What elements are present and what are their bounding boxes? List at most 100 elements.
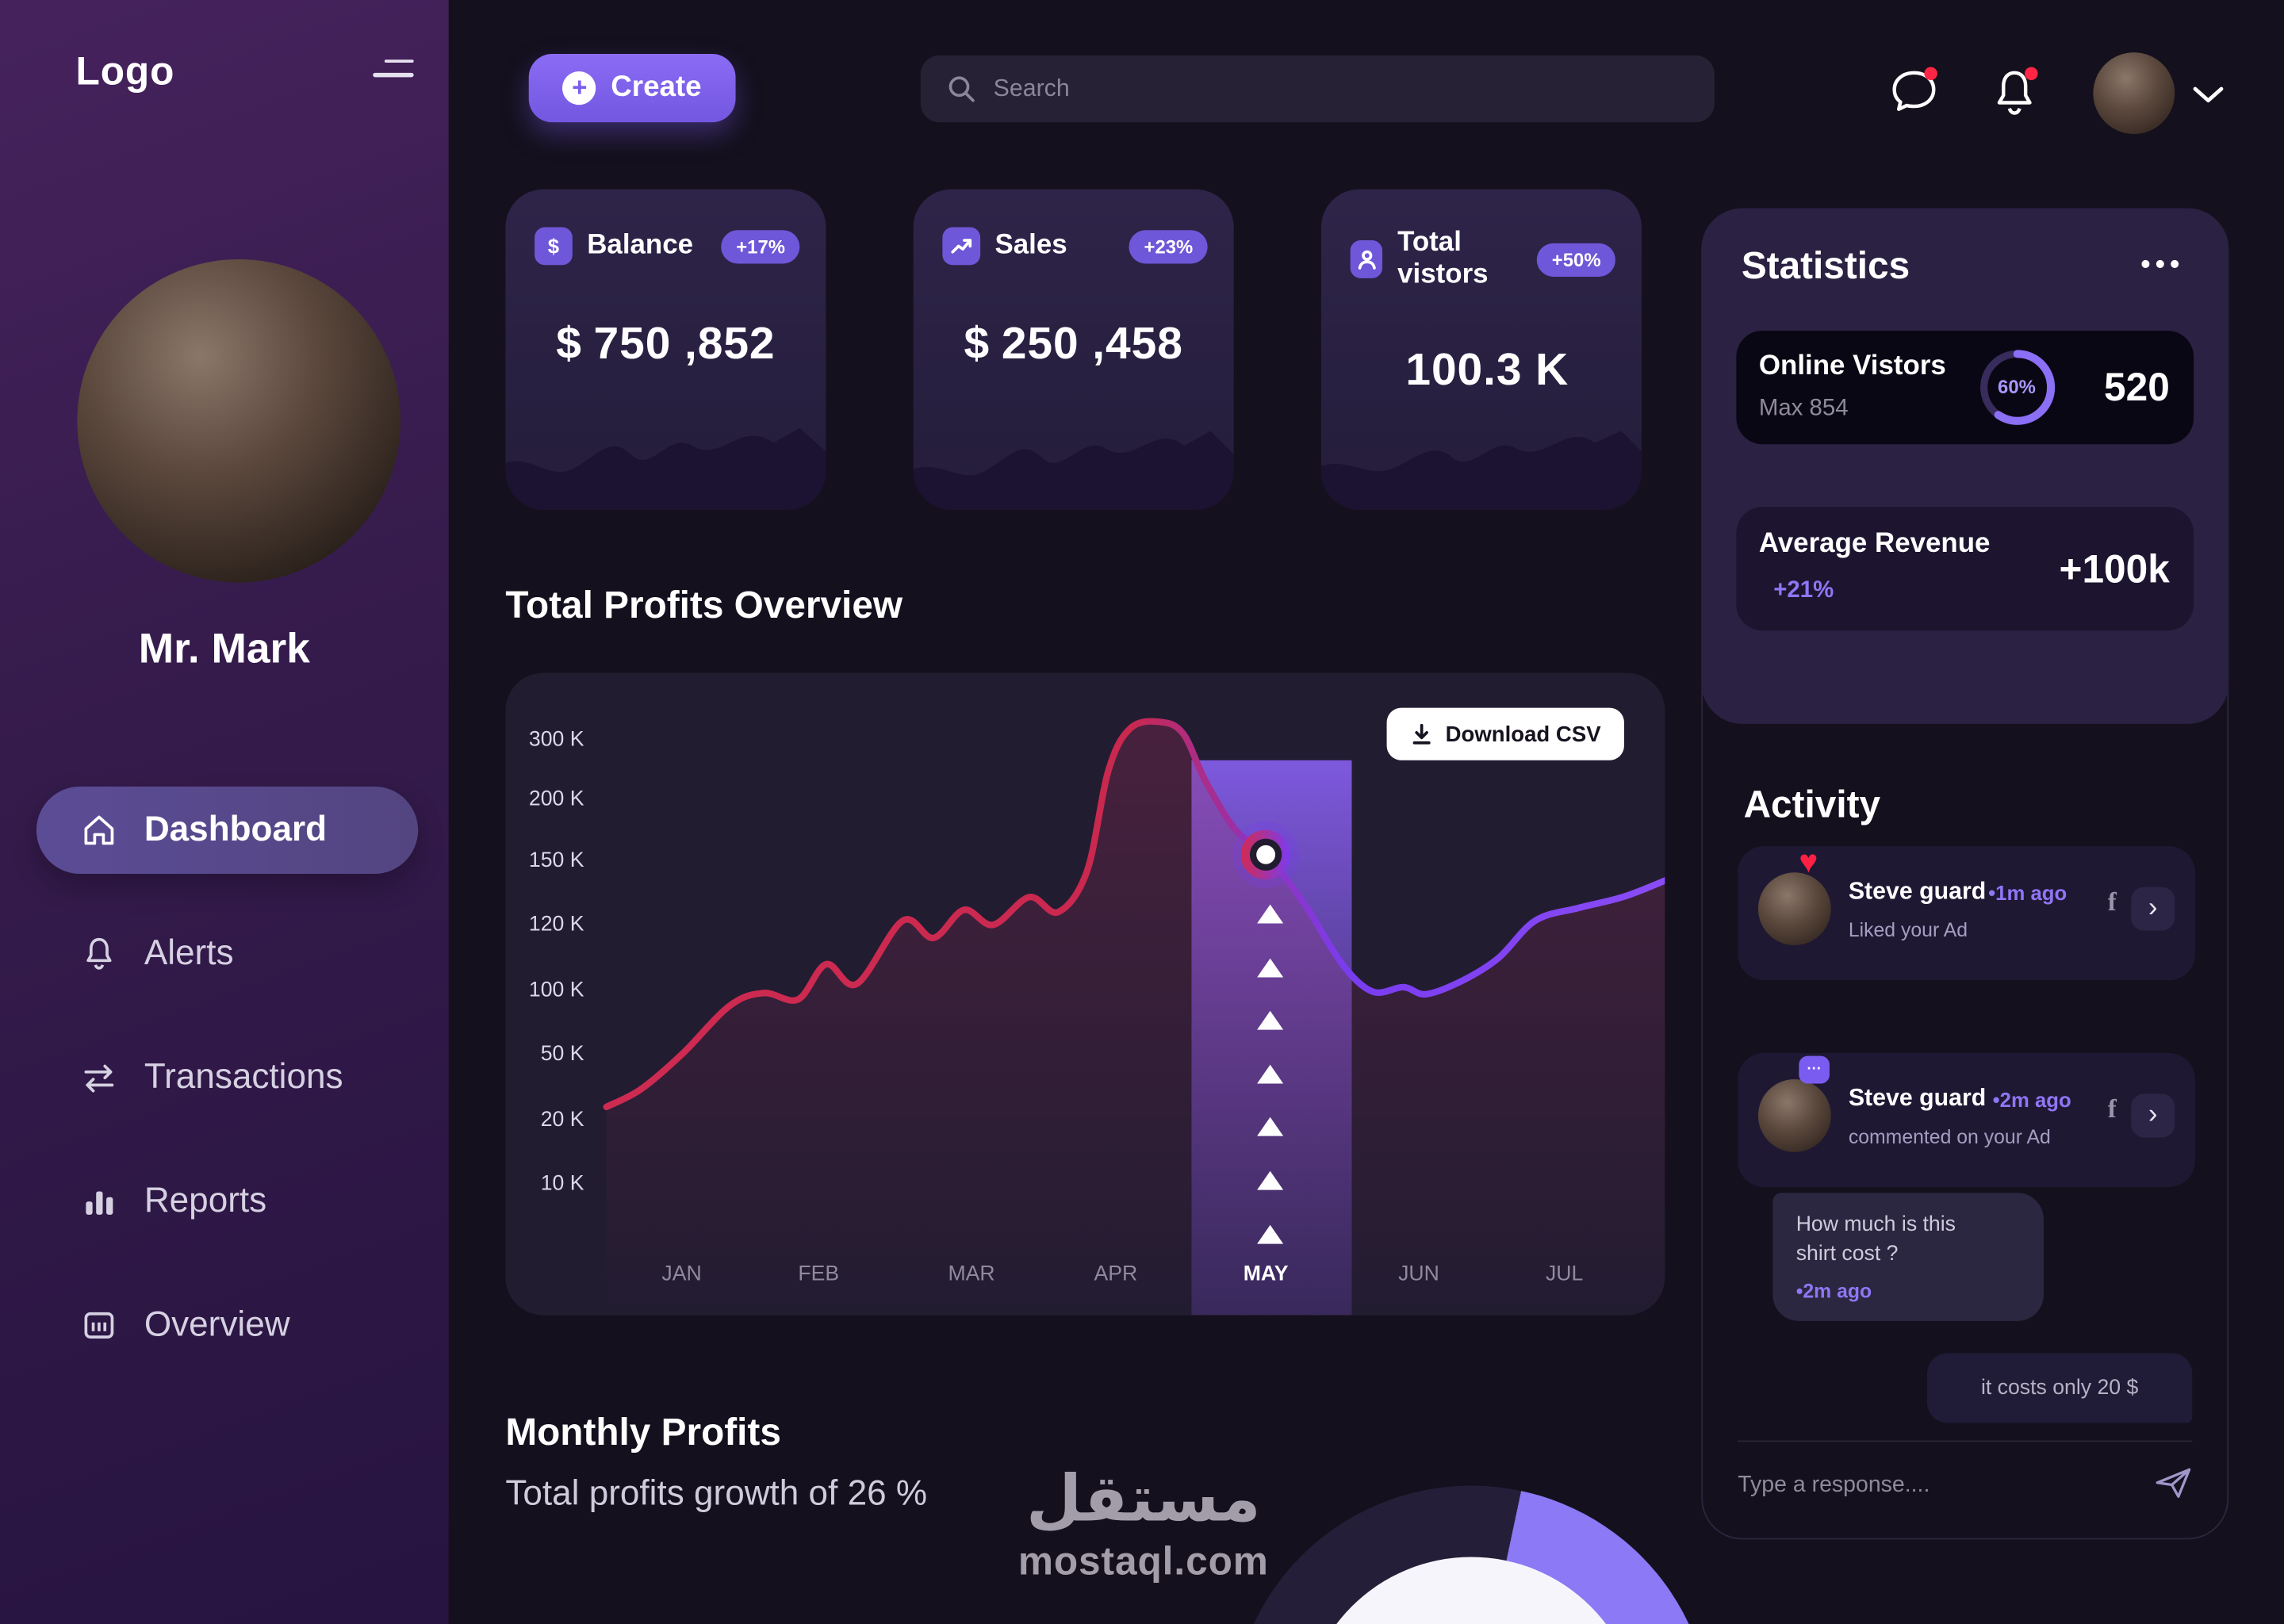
chevron-down-icon — [2193, 86, 2224, 103]
stat-title: Sales — [994, 230, 1067, 261]
currency-symbol: $ — [556, 317, 582, 369]
value-text: 250 ,458 — [1001, 317, 1183, 369]
sparkline — [1320, 431, 1642, 510]
online-visitors-value: 520 — [2104, 365, 2170, 409]
watermark-arabic: مستقل — [1026, 1462, 1261, 1537]
chevron-right-button[interactable]: › — [2131, 887, 2175, 931]
stat-badge: +50% — [1537, 242, 1615, 277]
value-text: 750 ,852 — [593, 317, 776, 369]
sidebar-item-label: Transactions — [144, 1057, 343, 1097]
facebook-icon[interactable]: f — [2107, 1094, 2117, 1124]
x-tick-label: MAR — [948, 1262, 995, 1286]
x-tick-label: FEB — [798, 1262, 840, 1286]
facebook-icon[interactable]: f — [2107, 887, 2117, 917]
download-csv-label: Download CSV — [1445, 722, 1601, 747]
menu-hamburger-icon[interactable] — [370, 59, 414, 85]
bar-chart-icon — [86, 1191, 113, 1215]
chat-response-input[interactable] — [1738, 1472, 2140, 1499]
sidebar-item-reports[interactable]: Reports — [36, 1158, 418, 1245]
y-tick-label: 20 K — [540, 1108, 584, 1132]
chat-bubble-icon — [1892, 71, 1936, 111]
sidebar-nav: Dashboard Alerts Transactions Reports Ov… — [36, 786, 419, 1369]
sidebar-item-alerts[interactable]: Alerts — [36, 910, 418, 998]
x-tick-label: APR — [1094, 1262, 1138, 1286]
question-line-2: shirt cost ? — [1795, 1241, 1899, 1266]
send-button[interactable] — [2155, 1465, 2193, 1505]
user-avatar[interactable] — [2093, 52, 2175, 134]
activity-title: Activity — [1743, 782, 1881, 826]
watermark-url: mostaql.com — [1017, 1539, 1269, 1584]
activity-action: commented on your Ad — [1848, 1125, 2051, 1148]
right-panel: Statistics ••• Online Vistors Max 854 60… — [1700, 207, 2229, 1540]
stat-card-balance: $ Balance +17% $750 ,852 — [505, 189, 826, 510]
sparkline — [505, 428, 826, 510]
stat-card-sales: Sales +23% $250 ,458 — [913, 189, 1234, 510]
sparkline — [913, 431, 1234, 510]
average-revenue-label: Average Revenue — [1758, 527, 1991, 559]
comment-icon: ··· — [1799, 1055, 1830, 1084]
activity-time: •2m ago — [1992, 1088, 2071, 1112]
stat-badge: +23% — [1129, 229, 1208, 263]
search-bar — [920, 55, 1715, 123]
y-tick-label: 10 K — [540, 1172, 584, 1196]
activity-user-name: Steve guard — [1848, 878, 1987, 905]
x-tick-label-highlighted: MAY — [1243, 1262, 1289, 1286]
watermark: مستقل mostaql.com — [888, 1462, 1398, 1584]
currency-symbol: $ — [964, 317, 991, 369]
send-icon — [2156, 1468, 2191, 1498]
monthly-profits-subtitle: Total profits growth of 26 % — [505, 1473, 928, 1514]
y-tick-label: 150 K — [528, 848, 584, 873]
chat-reply-bubble: it costs only 20 $ — [1927, 1353, 2193, 1423]
activity-avatar — [1757, 1079, 1831, 1152]
user-name: Mr. Mark — [138, 626, 310, 673]
download-icon — [1413, 723, 1431, 745]
activity-avatar — [1757, 872, 1831, 946]
average-revenue-change: +21% — [1773, 577, 1834, 603]
profile-photo — [77, 259, 401, 583]
chat-response-row — [1738, 1440, 2193, 1522]
y-tick-label: 300 K — [528, 728, 584, 752]
alerts-button[interactable] — [1990, 67, 2039, 124]
chart-marker — [1232, 821, 1300, 889]
heart-icon: ♥ — [1799, 843, 1818, 880]
value-text: 100.3 K — [1405, 343, 1569, 395]
statistics-menu-icon[interactable]: ••• — [2140, 249, 2185, 282]
stat-card-total-visitors: Total vistors +50% 100.3 K — [1320, 189, 1642, 510]
x-tick-label: JUL — [1545, 1262, 1584, 1286]
transfer-arrows-icon — [84, 1064, 114, 1093]
sidebar-item-overview[interactable]: Overview — [36, 1281, 418, 1369]
download-csv-button[interactable]: Download CSV — [1387, 707, 1624, 760]
stat-value: $750 ,852 — [505, 317, 826, 370]
line-area-fill — [606, 721, 1665, 1316]
stat-value: 100.3 K — [1321, 343, 1642, 396]
sidebar-item-label: Overview — [144, 1304, 290, 1345]
profile-menu-button[interactable] — [2190, 85, 2225, 109]
activity-user-name: Steve guard — [1848, 1085, 1987, 1112]
messages-button[interactable] — [1887, 67, 2003, 121]
statistics-card: Statistics ••• Online Vistors Max 854 60… — [1700, 207, 2228, 723]
y-tick-label: 100 K — [528, 979, 584, 1002]
chat-question-bubble: How much is this shirt cost ? •2m ago — [1772, 1193, 2044, 1321]
visitors-icon — [1350, 240, 1383, 278]
search-icon — [948, 76, 975, 102]
sidebar-item-dashboard[interactable]: Dashboard — [36, 786, 419, 875]
stat-badge: +17% — [721, 229, 800, 263]
sidebar-item-transactions[interactable]: Transactions — [36, 1034, 418, 1121]
band-arrow-icons — [1257, 904, 1284, 1244]
bell-icon — [86, 937, 112, 970]
search-input[interactable] — [993, 75, 1688, 103]
sidebar-item-label: Dashboard — [144, 810, 328, 849]
bell-icon — [1997, 71, 2032, 115]
average-revenue-card: Average Revenue +21% +100k — [1735, 506, 2194, 630]
app-logo: Logo — [75, 49, 175, 94]
online-visitors-card: Online Vistors Max 854 60% 520 — [1735, 330, 2194, 444]
chevron-right-button[interactable]: › — [2131, 1094, 2175, 1138]
dollar-icon: $ — [535, 227, 573, 266]
activity-time: •1m ago — [1988, 881, 2067, 905]
activity-item-like: ♥ Steve guard •1m ago Liked your Ad f › — [1738, 843, 2195, 981]
create-button[interactable]: + Create — [528, 53, 736, 123]
y-tick-label: 120 K — [528, 913, 584, 937]
activity-action: Liked your Ad — [1848, 918, 1968, 941]
online-visitors-ring: 60% — [1976, 346, 2058, 427]
